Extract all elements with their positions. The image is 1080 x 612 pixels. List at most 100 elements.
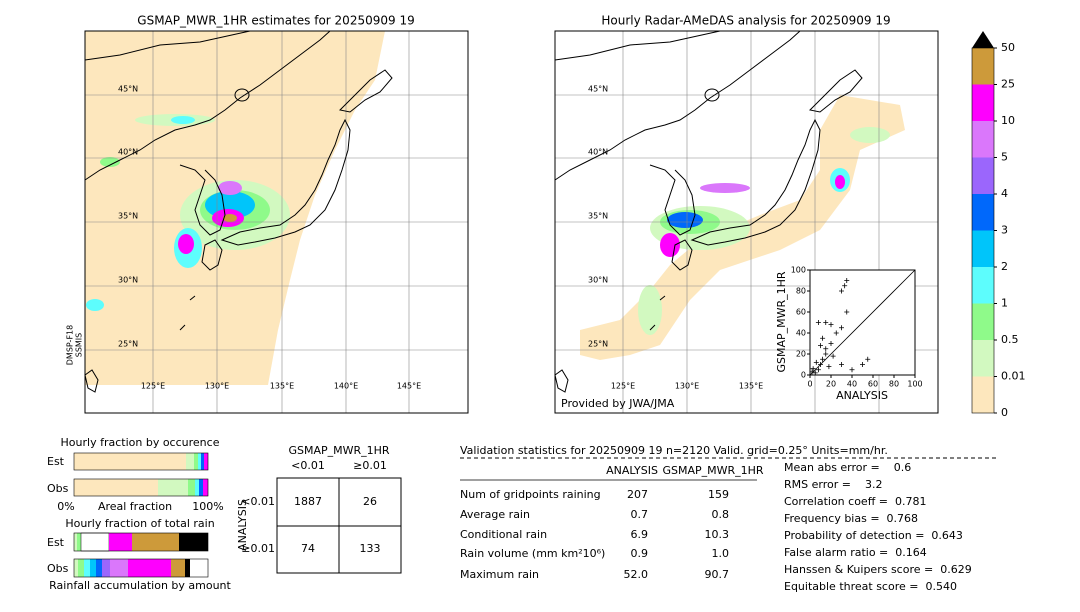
value: 6.9 bbox=[631, 528, 649, 541]
value: 10.3 bbox=[705, 528, 730, 541]
score: Correlation coeff = 0.781 bbox=[784, 495, 926, 508]
y-tick-label: 0 bbox=[801, 371, 806, 380]
scatter: 0 20 40 60 80 100 0 20 40 60 80 100 bbox=[791, 266, 923, 389]
scores: Mean abs error = 0.6 RMS error = 3.2 Corre… bbox=[784, 461, 972, 593]
colorbar-label: 1 bbox=[1001, 297, 1008, 310]
value: 0.8 bbox=[712, 508, 730, 521]
x-tick-label: 40 bbox=[847, 380, 857, 389]
score: Equitable threat score = 0.540 bbox=[784, 580, 957, 593]
total-rain-footer: Rainfall accumulation by amount bbox=[49, 579, 231, 592]
row-label: Obs bbox=[47, 482, 69, 495]
score: False alarm ratio = 0.164 bbox=[784, 546, 927, 559]
point bbox=[860, 362, 865, 367]
colorbar: 0 0.01 0.5 1 2 3 4 5 10 25 50 bbox=[971, 31, 1026, 419]
lon-label: 135°E bbox=[739, 382, 763, 391]
occurrence-title: Hourly fraction by occurence bbox=[61, 436, 220, 449]
colorbar-label: 0.01 bbox=[1001, 370, 1026, 383]
lon-label: 140°E bbox=[334, 382, 358, 391]
value: 207 bbox=[627, 488, 648, 501]
colorbar-segment bbox=[972, 340, 994, 377]
lon-label: 130°E bbox=[675, 382, 699, 391]
point bbox=[830, 353, 836, 359]
x-tick-label: 80 bbox=[889, 380, 899, 389]
point bbox=[833, 330, 839, 336]
point bbox=[823, 351, 829, 357]
x-tick-label: 60 bbox=[868, 380, 878, 389]
row-label: Num of gridpoints raining bbox=[460, 488, 601, 501]
sensor-label: DMSP-F18 bbox=[66, 325, 75, 365]
map-frame bbox=[84, 30, 469, 414]
x-tick-label: 100 bbox=[907, 380, 922, 389]
point bbox=[818, 362, 823, 367]
cell: 26 bbox=[363, 495, 377, 508]
axis-start: 0% bbox=[57, 500, 74, 513]
row-header: ≥0.01 bbox=[241, 542, 275, 555]
point bbox=[849, 367, 855, 373]
lat-label: 45°N bbox=[588, 85, 608, 94]
row-label: Est bbox=[47, 536, 65, 549]
axis-end: 100% bbox=[192, 500, 223, 513]
y-tick-label: 20 bbox=[796, 350, 806, 359]
colorbar-label: 4 bbox=[1001, 187, 1008, 200]
point bbox=[810, 366, 816, 372]
validation-table: Num of gridpoints raining 207 159 Average r… bbox=[460, 488, 729, 581]
point bbox=[839, 362, 844, 367]
colorbar-segment bbox=[972, 84, 994, 121]
left-map: 45°N 40°N 35°N 30°N 25°N 125°E 130°E 135°E 140°E… bbox=[84, 30, 469, 414]
point bbox=[842, 283, 848, 289]
contingency-grid bbox=[276, 477, 402, 574]
point bbox=[820, 356, 826, 362]
lat-label: 30°N bbox=[118, 276, 138, 285]
lat-label: 25°N bbox=[588, 340, 608, 349]
point bbox=[839, 325, 844, 331]
value: 52.0 bbox=[624, 568, 649, 581]
point bbox=[844, 309, 850, 315]
colorbar-segment bbox=[972, 121, 994, 158]
contingency-title: GSMAP_MWR_1HR bbox=[288, 444, 389, 457]
row-axis: ANALYSIS bbox=[236, 499, 249, 551]
colorbar-label: 0 bbox=[1001, 406, 1008, 419]
lat-label: 40°N bbox=[118, 148, 138, 157]
lon-label: 135°E bbox=[270, 382, 294, 391]
lon-label: 125°E bbox=[611, 382, 635, 391]
score: Frequency bias = 0.768 bbox=[784, 512, 918, 525]
lat-label: 45°N bbox=[118, 85, 138, 94]
point bbox=[844, 278, 850, 283]
colorbar-segment bbox=[972, 194, 994, 231]
credit: Provided by JWA/JMA bbox=[561, 397, 675, 410]
score: Probability of detection = 0.643 bbox=[784, 529, 963, 542]
col-header: GSMAP_MWR_1HR bbox=[662, 464, 763, 477]
x-tick-label: 0 bbox=[807, 380, 812, 389]
row-label: Obs bbox=[47, 562, 69, 575]
y-axis-label: GSMAP_MWR_1HR bbox=[775, 271, 788, 372]
colorbar-label: 0.5 bbox=[1001, 333, 1019, 346]
y-tick-label: 40 bbox=[796, 329, 806, 338]
x-axis-label: ANALYSIS bbox=[836, 389, 888, 402]
value: 90.7 bbox=[705, 568, 730, 581]
left-map-title: GSMAP_MWR_1HR estimates for 20250909 19 bbox=[137, 14, 414, 28]
value: 0.9 bbox=[631, 547, 649, 560]
right-map-title: Hourly Radar-AMeDAS analysis for 2025090… bbox=[601, 14, 890, 28]
sensor-label: SSMIS bbox=[75, 333, 84, 358]
total-rain-title: Hourly fraction of total rain bbox=[65, 517, 214, 530]
cell: 1887 bbox=[294, 495, 322, 508]
row-label: Maximum rain bbox=[460, 568, 539, 581]
point bbox=[839, 288, 844, 294]
x-tick-label: 20 bbox=[826, 380, 836, 389]
value: 159 bbox=[708, 488, 729, 501]
point bbox=[828, 322, 834, 328]
score: RMS error = 3.2 bbox=[784, 478, 882, 491]
point bbox=[823, 346, 829, 352]
graticule: 45°N 40°N 35°N 30°N 25°N 125°E 130°E 135°E 140°E… bbox=[85, 31, 468, 413]
point bbox=[865, 356, 871, 362]
colorbar-label: 2 bbox=[1001, 260, 1008, 273]
point bbox=[815, 367, 821, 373]
value: 0.7 bbox=[631, 508, 649, 521]
point bbox=[828, 341, 834, 346]
col-header: ≥0.01 bbox=[353, 459, 387, 472]
lat-label: 35°N bbox=[118, 212, 138, 221]
colorbar-segment bbox=[972, 230, 994, 267]
col-header: ANALYSIS bbox=[606, 464, 658, 477]
point bbox=[818, 343, 823, 349]
axis-label: Areal fraction bbox=[98, 500, 172, 513]
